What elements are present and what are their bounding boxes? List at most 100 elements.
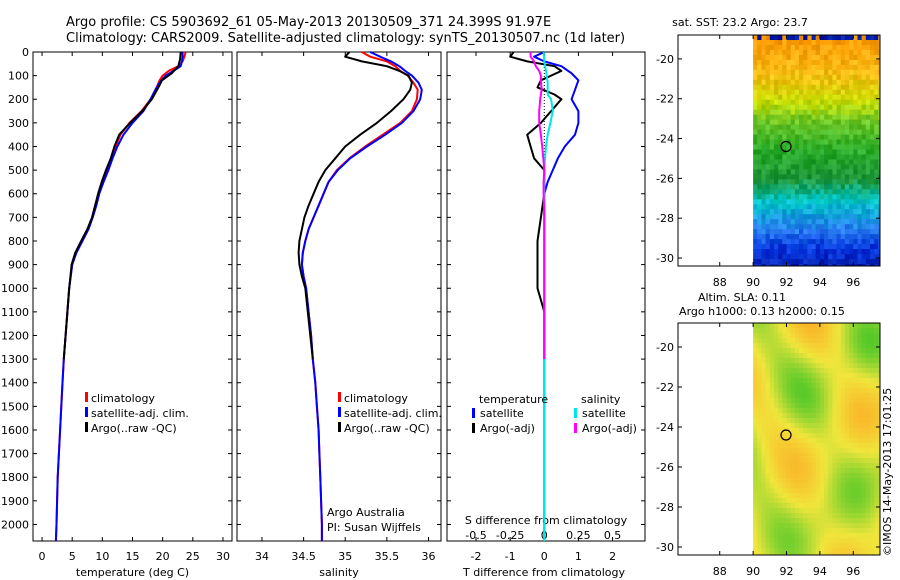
map-cell	[774, 144, 779, 150]
map-cell	[874, 343, 879, 349]
map-cell	[815, 114, 821, 121]
map-cell	[857, 59, 863, 66]
map-cell	[799, 99, 804, 106]
map-cell	[774, 244, 779, 250]
map-cell	[761, 254, 767, 260]
map-cell	[807, 89, 813, 96]
map-cell	[815, 408, 821, 414]
map-cell	[790, 69, 796, 76]
map-cell	[832, 538, 838, 544]
map-cell	[840, 553, 846, 555]
map-cell	[765, 328, 771, 334]
map-cell	[794, 413, 800, 419]
map-cell	[861, 503, 867, 509]
map-cell	[844, 119, 850, 126]
map-cell	[782, 74, 787, 81]
map-cell	[769, 393, 775, 399]
map-cell	[790, 488, 796, 494]
map-cell	[861, 89, 867, 96]
map-cell	[857, 214, 863, 220]
map-cell	[807, 493, 813, 499]
map-cell	[807, 59, 813, 66]
map-cell	[874, 49, 879, 56]
map-cell	[844, 323, 850, 329]
map-cell	[778, 358, 783, 364]
map-cell	[840, 159, 846, 165]
map-cell	[753, 438, 758, 444]
map-cell	[778, 523, 783, 529]
map-cell	[857, 403, 863, 409]
map-cell	[819, 393, 825, 399]
map-cell	[765, 259, 771, 265]
map-cell	[778, 553, 783, 555]
map-cell	[840, 94, 846, 101]
map-cell	[794, 548, 800, 554]
map-cell	[807, 323, 813, 329]
map-cell	[794, 99, 800, 106]
map-cell	[870, 468, 875, 474]
map-cell	[874, 333, 879, 339]
map-cell	[819, 408, 825, 414]
map-cell	[815, 513, 821, 519]
map-cell	[836, 488, 842, 494]
map-cell	[753, 458, 758, 464]
x-tick-label: 35.5	[375, 550, 400, 563]
map-cell	[870, 109, 875, 116]
map-cell	[782, 189, 787, 195]
map-cell	[849, 493, 854, 499]
map-cell	[811, 428, 817, 434]
map-cell	[824, 244, 829, 250]
map-cell	[840, 184, 846, 190]
map-cell	[794, 498, 800, 504]
map-cell	[878, 264, 881, 266]
map-cell	[757, 348, 762, 354]
map-cell	[836, 84, 842, 91]
map-cell	[774, 393, 779, 399]
map-cell	[794, 224, 800, 230]
map-cell	[844, 553, 850, 555]
map-cell	[753, 478, 758, 484]
map-cell	[765, 398, 771, 404]
map-cell	[870, 124, 875, 131]
map-cell	[753, 64, 758, 71]
map-cell	[849, 84, 854, 91]
map-cell	[774, 104, 779, 111]
map-cell	[807, 328, 813, 334]
map-cell	[794, 154, 800, 160]
map-cell	[769, 79, 775, 86]
map-cell	[828, 109, 833, 116]
map-cell	[840, 383, 846, 389]
map-cell	[803, 368, 808, 374]
map-cell	[811, 473, 817, 479]
map-cell	[874, 209, 879, 215]
map-cell	[865, 443, 871, 449]
map-cell	[782, 234, 787, 240]
map-cell	[861, 159, 867, 165]
map-cell	[874, 498, 879, 504]
map-cell	[844, 94, 850, 101]
map-cell	[774, 328, 779, 334]
map-cell	[794, 219, 800, 225]
map-cell	[849, 523, 854, 529]
map-cell	[861, 184, 867, 190]
map-cell	[840, 348, 846, 354]
map-cell	[824, 428, 829, 434]
map-cell	[794, 84, 800, 91]
map-cell	[878, 543, 881, 549]
map-cell	[753, 348, 758, 354]
map-cell	[870, 199, 875, 205]
map-cell	[799, 488, 804, 494]
map-cell	[811, 513, 817, 519]
map-cell	[811, 59, 817, 66]
map-cell	[782, 159, 787, 165]
map-cell	[761, 393, 767, 399]
map-cell	[761, 533, 767, 539]
map-cell	[786, 94, 792, 101]
map-cell	[836, 393, 842, 399]
map-cell	[849, 453, 854, 459]
map-cell	[799, 129, 804, 136]
map-cell	[857, 209, 863, 215]
map-cell	[794, 453, 800, 459]
map-cell	[824, 388, 829, 394]
map-cell	[790, 154, 796, 160]
